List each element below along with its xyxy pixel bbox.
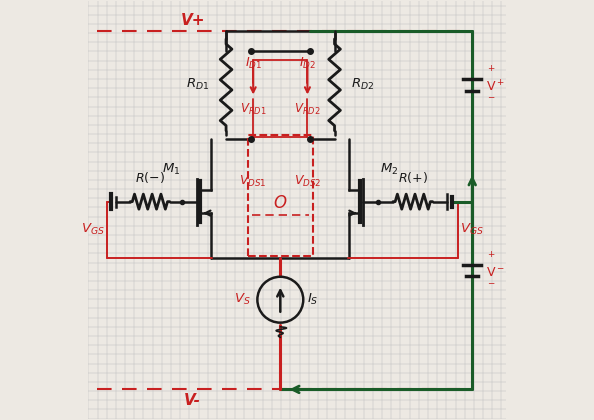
Text: $I_{D1}$: $I_{D1}$ xyxy=(245,55,262,71)
Text: $M_2$: $M_2$ xyxy=(380,162,398,177)
Text: $^+$: $^+$ xyxy=(485,250,496,263)
Text: $V_S$: $V_S$ xyxy=(235,292,251,307)
Text: $R(-)$: $R(-)$ xyxy=(135,170,165,185)
Text: $R_{D1}$: $R_{D1}$ xyxy=(186,77,209,92)
Text: $M_1$: $M_1$ xyxy=(162,162,180,177)
Text: V-: V- xyxy=(184,393,201,408)
Text: $O$: $O$ xyxy=(273,194,287,212)
Text: $R(+)$: $R(+)$ xyxy=(398,170,428,185)
Text: V$^-$: V$^-$ xyxy=(485,266,504,279)
Text: $R_{D2}$: $R_{D2}$ xyxy=(351,77,374,92)
Text: $V_{DS1}$: $V_{DS1}$ xyxy=(239,174,267,189)
Text: $I_{D2}$: $I_{D2}$ xyxy=(299,55,316,71)
Text: $V_{RD1}$: $V_{RD1}$ xyxy=(240,102,267,117)
Text: V+: V+ xyxy=(181,13,205,28)
Bar xyxy=(248,135,313,256)
Text: $I_S$: $I_S$ xyxy=(308,292,319,307)
Text: $V_{GS}$: $V_{GS}$ xyxy=(81,222,105,237)
Text: $^-$: $^-$ xyxy=(485,94,496,107)
Text: V$^+$: V$^+$ xyxy=(485,79,504,94)
Text: $V_{GS}$: $V_{GS}$ xyxy=(460,222,484,237)
Text: $^-$: $^-$ xyxy=(485,280,496,293)
Text: $V_{RD2}$: $V_{RD2}$ xyxy=(294,102,321,117)
Text: $^+$: $^+$ xyxy=(485,65,496,78)
Text: $V_{DS2}$: $V_{DS2}$ xyxy=(293,174,321,189)
